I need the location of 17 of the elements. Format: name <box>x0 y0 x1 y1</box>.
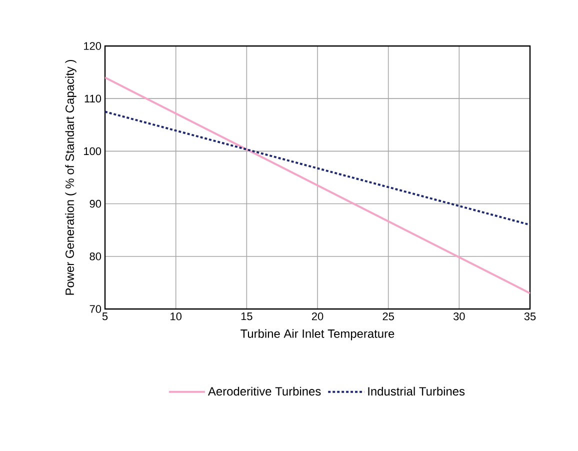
y-axis-title: Power Generation ( % of Standart Capacity ) <box>65 60 76 295</box>
legend-label: Aeroderitive Turbines <box>208 386 321 396</box>
x-tick-label: 25 <box>382 312 394 320</box>
x-tick-label: 30 <box>454 312 465 320</box>
x-tick-label: 35 <box>524 312 536 320</box>
y-tick-label: 90 <box>90 200 102 208</box>
y-tick-label: 120 <box>84 42 102 50</box>
x-axis-title: Turbine Air Inlet Temperature <box>240 329 394 340</box>
y-tick-label: 110 <box>84 94 102 102</box>
y-tick-label: 70 <box>90 305 102 313</box>
x-tick-label: 15 <box>241 312 252 320</box>
x-tick-label: 20 <box>312 312 324 320</box>
x-tick-label: 10 <box>170 312 182 320</box>
y-tick-label: 80 <box>90 252 102 260</box>
legend-label: Industrial Turbines <box>368 386 465 396</box>
y-tick-label: 100 <box>84 147 102 156</box>
x-tick-label: 5 <box>102 312 108 320</box>
